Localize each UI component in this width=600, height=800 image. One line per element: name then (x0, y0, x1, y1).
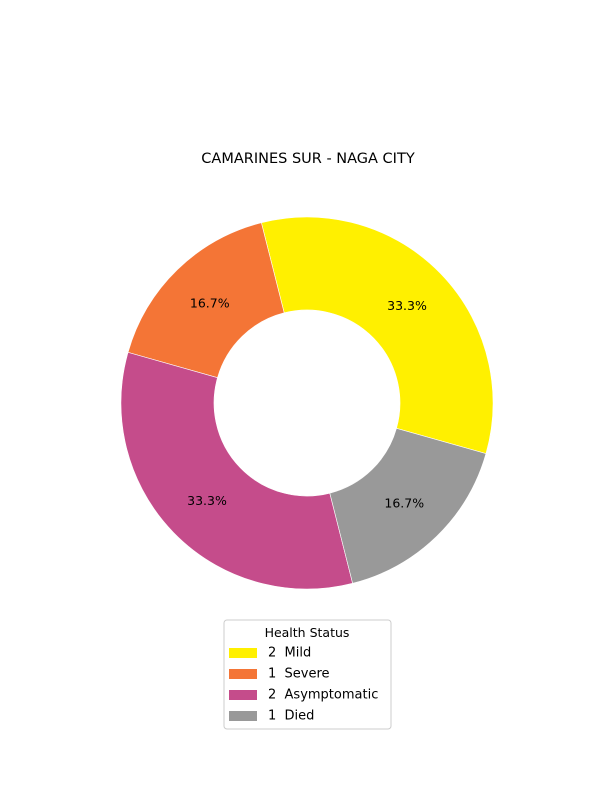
legend-label-3: 1 Died (268, 709, 314, 724)
legend-swatch-0 (229, 648, 257, 658)
slice-3 (329, 427, 487, 584)
legend-label-0: 2 Mild (268, 646, 311, 661)
percent-labels: 33.3% 16.7% 33.3% 16.7% (187, 295, 427, 510)
slice-0 (261, 216, 494, 455)
percent-label-1: 16.7% (190, 295, 230, 310)
slice-2 (120, 351, 353, 590)
legend-label-2: 2 Asymptomatic (268, 688, 378, 703)
legend-swatch-2 (229, 690, 257, 700)
percent-label-3: 16.7% (384, 496, 424, 511)
slice-1 (127, 222, 285, 379)
percent-label-0: 33.3% (387, 298, 427, 313)
legend-label-1: 1 Severe (268, 667, 330, 682)
legend: Health Status 2 Mild 1 Severe 2 Asymptomat… (223, 619, 392, 730)
legend-frame (223, 619, 392, 730)
legend-swatch-3 (229, 711, 257, 721)
legend-items: 2 Mild 1 Severe 2 Asymptomatic 1 Died (229, 646, 378, 724)
percent-label-2: 33.3% (187, 493, 227, 508)
slices-group (120, 216, 494, 590)
legend-swatch-1 (229, 669, 257, 679)
legend-title: Health Status (265, 625, 350, 640)
chart-title: CAMARINES SUR - NAGA CITY (201, 151, 415, 167)
